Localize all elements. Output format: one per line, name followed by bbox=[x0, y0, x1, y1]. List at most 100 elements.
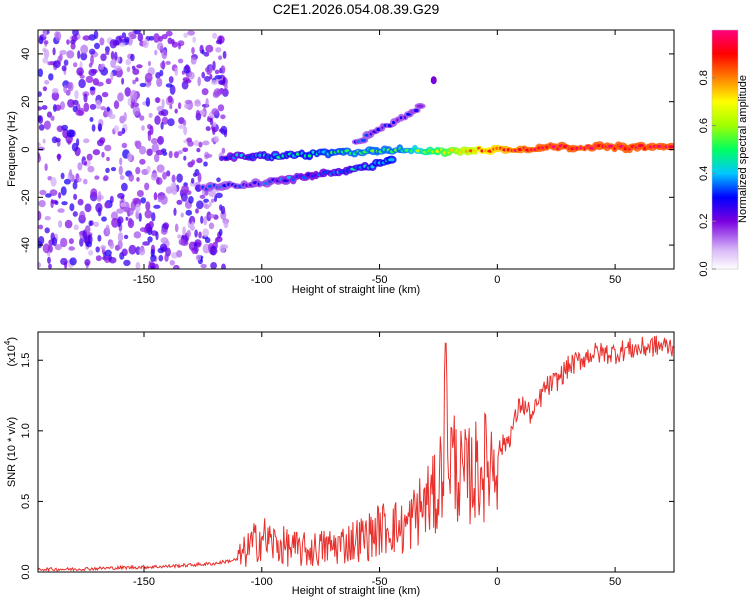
y-tick-label: 20 bbox=[20, 96, 32, 108]
noise-blob bbox=[157, 135, 165, 145]
noise-blob bbox=[195, 208, 199, 214]
noise-blob bbox=[94, 42, 100, 50]
noise-blob bbox=[66, 50, 75, 59]
noise-blob bbox=[220, 114, 226, 120]
noise-blob bbox=[134, 140, 139, 147]
snr-scale-prefix: (x10 bbox=[6, 345, 18, 366]
noise-blob bbox=[45, 193, 52, 198]
noise-blob bbox=[188, 71, 195, 80]
main-signal-trace-core bbox=[307, 154, 312, 158]
noise-blob bbox=[117, 92, 124, 102]
noise-blob bbox=[159, 243, 168, 252]
noise-blob bbox=[97, 234, 102, 242]
noise-blob bbox=[167, 118, 175, 127]
noise-blob bbox=[110, 59, 116, 68]
noise-blob bbox=[100, 245, 107, 250]
noise-blob bbox=[47, 61, 51, 66]
y-tick-label: -20 bbox=[20, 189, 32, 205]
noise-blob bbox=[97, 196, 102, 202]
noise-blob bbox=[94, 175, 100, 180]
main-signal-trace-core bbox=[613, 147, 616, 151]
noise-blob bbox=[211, 79, 218, 85]
noise-blob bbox=[67, 99, 75, 108]
noise-blob bbox=[184, 99, 193, 105]
noise-blob bbox=[38, 36, 44, 45]
noise-blob bbox=[38, 154, 42, 163]
colorbar-tick-label: 0.6 bbox=[698, 118, 710, 133]
noise-blob bbox=[117, 131, 123, 137]
noise-blob bbox=[44, 227, 50, 234]
noise-blob bbox=[89, 48, 96, 55]
noise-blob bbox=[51, 91, 60, 101]
snr-x-axis-label: Height of straight line (km) bbox=[292, 585, 420, 597]
noise-blob bbox=[199, 194, 206, 199]
noise-blob bbox=[136, 64, 143, 69]
noise-blob bbox=[74, 90, 79, 100]
noise-blob bbox=[219, 204, 223, 211]
noise-blob bbox=[178, 238, 185, 246]
noise-blob bbox=[144, 209, 153, 219]
x-tick-label: -150 bbox=[133, 274, 155, 286]
noise-blob bbox=[104, 144, 112, 152]
noise-blob bbox=[44, 216, 51, 221]
noise-blob bbox=[151, 212, 156, 222]
noise-blob bbox=[204, 237, 211, 244]
noise-blob bbox=[84, 225, 91, 234]
noise-blob bbox=[105, 167, 110, 174]
noise-blob bbox=[101, 91, 109, 98]
noise-blob bbox=[196, 200, 204, 210]
noise-blob bbox=[105, 224, 110, 235]
noise-blob bbox=[148, 35, 155, 41]
x-tick-label: -50 bbox=[372, 576, 388, 588]
noise-blob bbox=[103, 175, 109, 181]
spectrogram-x-ticks: -150 -100 -50 0 50 bbox=[133, 30, 621, 286]
noise-blob bbox=[185, 79, 192, 84]
noise-blob bbox=[93, 221, 99, 227]
noise-blob bbox=[192, 172, 197, 177]
noise-blob bbox=[214, 237, 219, 245]
noise-blob bbox=[114, 65, 122, 71]
noise-blob bbox=[60, 237, 68, 248]
noise-blob bbox=[43, 120, 51, 130]
noise-blob bbox=[123, 112, 127, 122]
noise-blob bbox=[160, 61, 166, 69]
noise-blob bbox=[150, 138, 158, 145]
noise-blob bbox=[221, 263, 226, 269]
noise-blob bbox=[66, 39, 70, 45]
noise-blob bbox=[187, 30, 196, 36]
noise-blob bbox=[38, 200, 46, 208]
noise-blob bbox=[135, 261, 141, 269]
noise-blob bbox=[124, 36, 130, 43]
noise-blob bbox=[146, 148, 153, 156]
noise-blob bbox=[224, 84, 228, 89]
noise-blob bbox=[191, 159, 196, 165]
noise-blob bbox=[84, 259, 91, 266]
noise-blob bbox=[61, 124, 68, 131]
noise-blob bbox=[104, 46, 110, 53]
noise-blob bbox=[168, 150, 173, 159]
noise-blob bbox=[121, 32, 127, 39]
snr-y-ticks: 0.0 0.5 1.0 1.5 bbox=[20, 353, 674, 580]
noise-blob bbox=[89, 117, 94, 122]
colorbar-tick-label: 0.4 bbox=[698, 166, 710, 181]
noise-blob bbox=[90, 55, 94, 66]
upper-branch-core bbox=[360, 138, 367, 142]
noise-blob bbox=[162, 171, 167, 180]
main-signal-trace-core bbox=[473, 149, 477, 153]
noise-blob bbox=[220, 65, 226, 74]
noise-blob bbox=[121, 127, 126, 135]
noise-blob bbox=[110, 211, 119, 221]
upper-branch-core bbox=[416, 104, 424, 108]
noise-blob bbox=[95, 99, 101, 110]
noise-blob bbox=[218, 228, 223, 237]
noise-blob bbox=[110, 51, 115, 60]
noise-blob bbox=[77, 50, 81, 60]
colorbar-tick-label: 0.2 bbox=[698, 214, 710, 229]
noise-blob bbox=[127, 31, 136, 37]
noise-blob bbox=[200, 263, 207, 269]
noise-blob bbox=[223, 220, 229, 229]
noise-blob bbox=[174, 108, 178, 114]
noise-blob bbox=[160, 121, 164, 130]
noise-blob bbox=[168, 76, 174, 84]
noise-blob bbox=[63, 178, 71, 185]
